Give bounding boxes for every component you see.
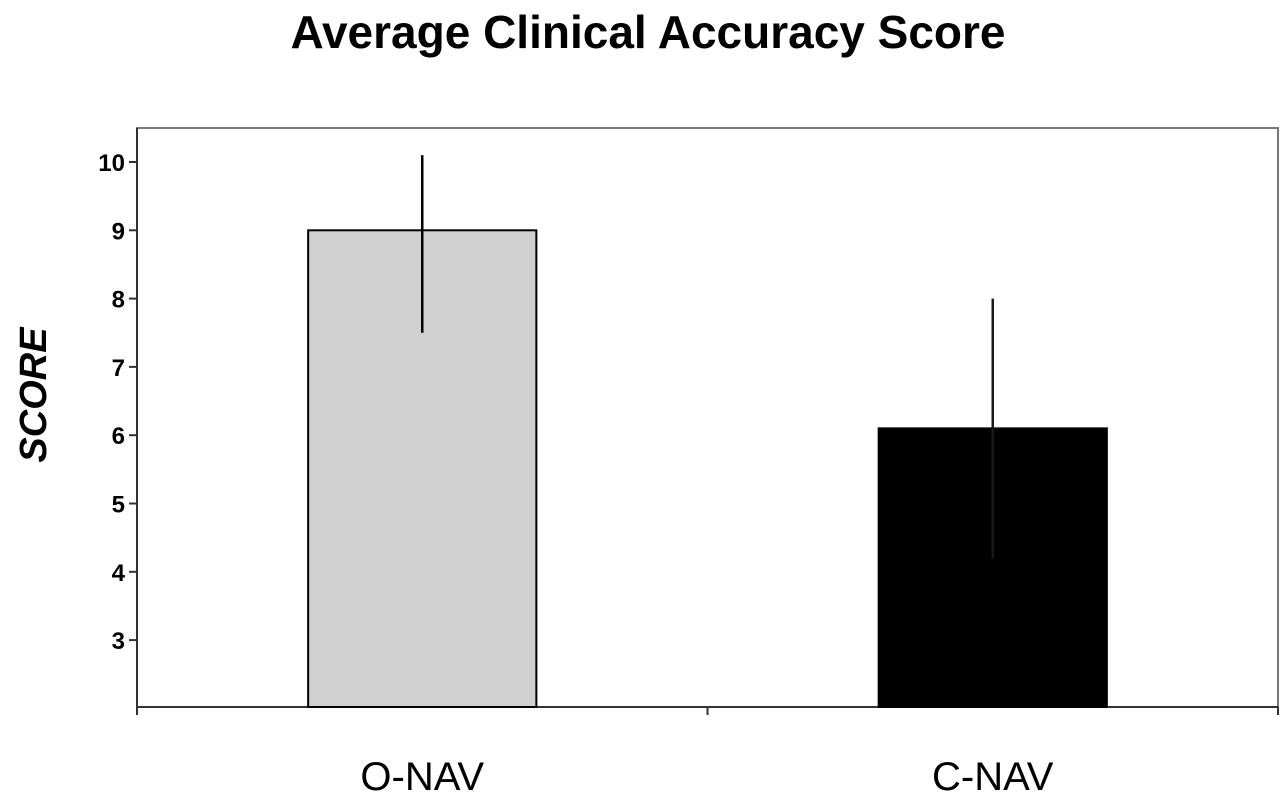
y-tick-label: 9 bbox=[112, 218, 125, 245]
y-tick-label: 4 bbox=[112, 560, 126, 587]
x-axis: O-NAV C-NAV bbox=[136, 706, 1279, 795]
chart-title: Average Clinical Accuracy Score bbox=[290, 6, 1005, 58]
y-tick-label: 8 bbox=[112, 287, 125, 314]
bar-series bbox=[307, 155, 1108, 709]
y-axis-label: SCORE bbox=[13, 326, 55, 463]
x-tick-label: C-NAV bbox=[932, 755, 1054, 795]
y-tick-label: 5 bbox=[112, 492, 125, 519]
y-tick-label: 6 bbox=[112, 423, 125, 450]
y-axis: 3 4 5 6 7 8 9 10 bbox=[98, 128, 138, 707]
y-tick-label: 10 bbox=[98, 150, 125, 177]
y-tick-label: 3 bbox=[112, 628, 125, 655]
y-tick-label: 7 bbox=[112, 355, 125, 382]
x-tick-label: O-NAV bbox=[360, 755, 484, 795]
